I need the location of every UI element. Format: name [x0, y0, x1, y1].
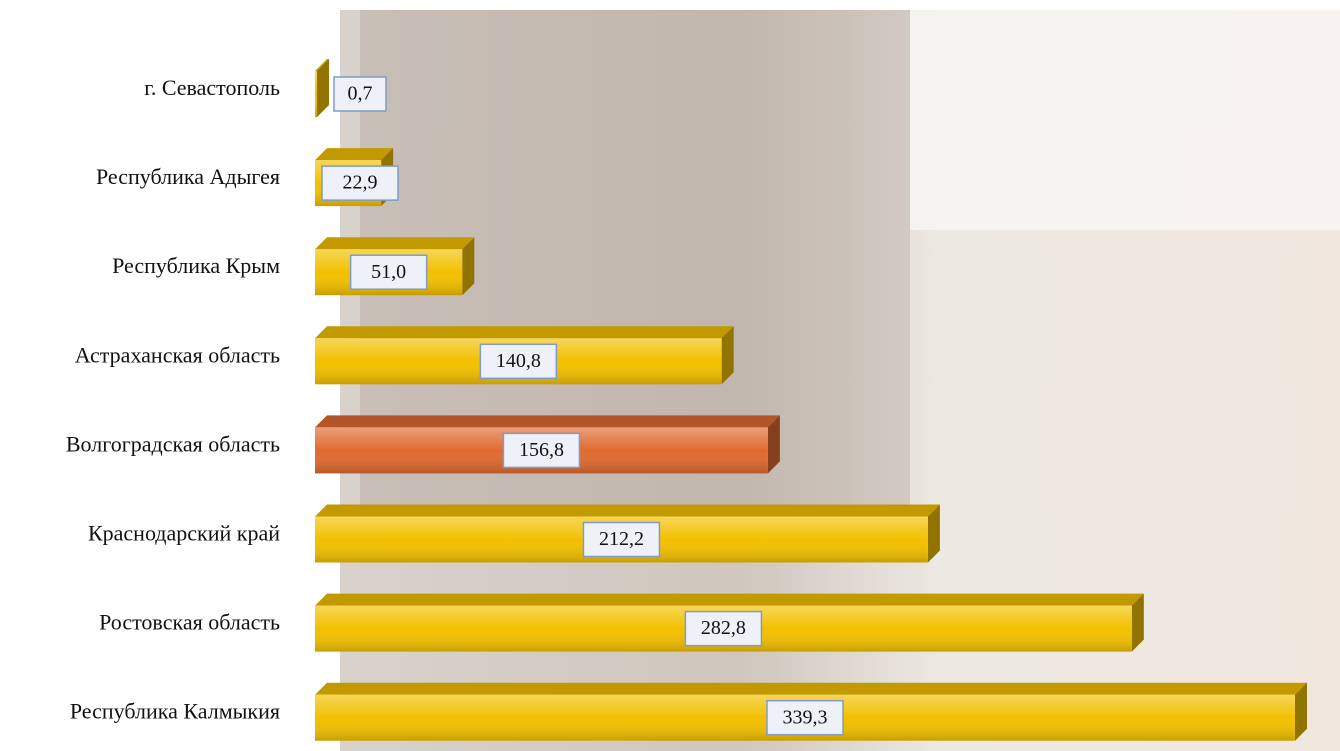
- value-label: 51,0: [371, 261, 406, 283]
- category-label: Республика Калмыкия: [70, 699, 280, 724]
- bar-top: [315, 683, 1307, 695]
- bar-shade: [315, 71, 317, 117]
- bar-top: [315, 237, 474, 249]
- bar-top: [315, 505, 940, 517]
- value-label: 22,9: [343, 172, 378, 194]
- value-label: 156,8: [519, 439, 564, 461]
- category-label: Республика Крым: [112, 253, 280, 278]
- category-label: Астраханская область: [75, 342, 280, 367]
- value-label: 0,7: [348, 83, 373, 105]
- bar-top: [315, 415, 780, 427]
- value-label: 140,8: [496, 350, 541, 372]
- category-label: г. Севастополь: [144, 75, 280, 100]
- category-label: Краснодарский край: [88, 521, 280, 546]
- bar-top: [315, 148, 393, 160]
- chart: г. Севастополь 0,7 Республика Адыгея 22,9 Ре…: [0, 0, 1340, 751]
- category-label: Волгоградская область: [66, 431, 280, 456]
- category-label: Ростовская область: [99, 610, 280, 635]
- category-label: Республика Адыгея: [96, 164, 280, 189]
- value-label: 282,8: [701, 617, 746, 639]
- value-label: 212,2: [599, 528, 644, 550]
- bar-top: [315, 326, 734, 338]
- bar-top: [315, 594, 1144, 606]
- background-sky: [910, 10, 1340, 230]
- value-label: 339,3: [783, 706, 828, 728]
